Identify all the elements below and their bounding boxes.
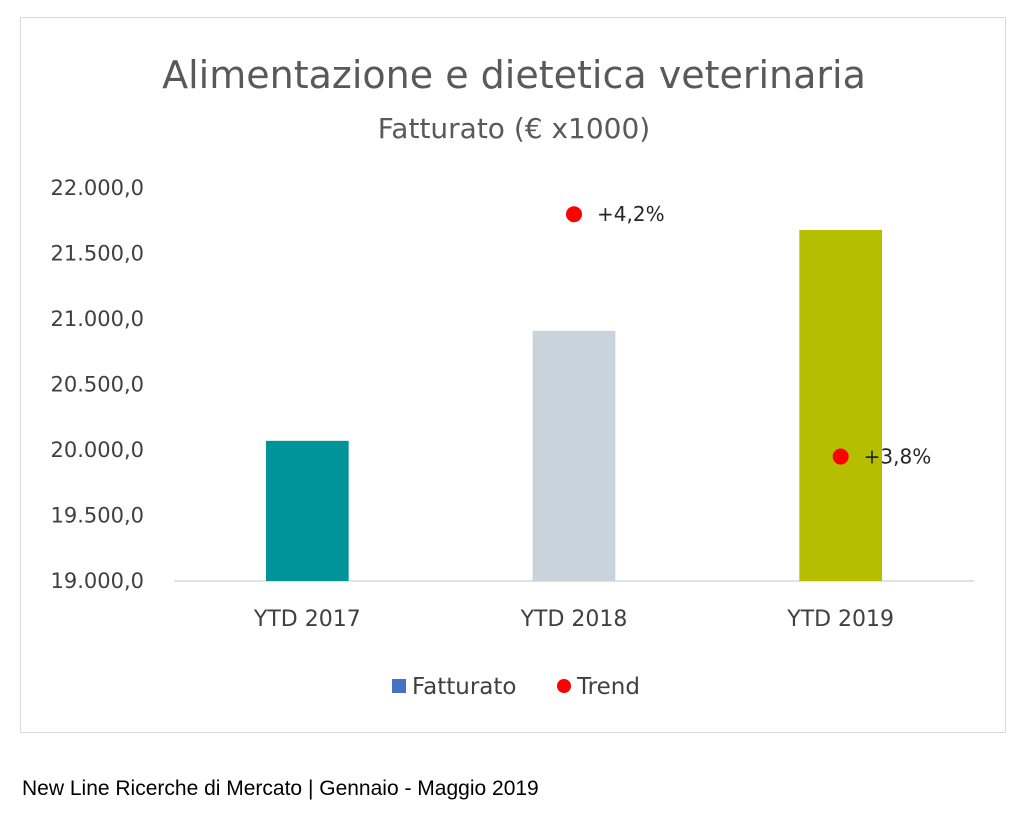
- x-axis-categories: YTD 2017 YTD 2018 YTD 2019: [253, 607, 894, 632]
- y-axis-ticks: 19.000,0 19.500,0 20.000,0 20.500,0 21.000,0…: [50, 176, 144, 593]
- legend-swatch-fatturato: [392, 679, 406, 693]
- chart-title: Alimentazione e dietetica veterinaria: [162, 53, 866, 97]
- legend-label-trend: Trend: [576, 674, 640, 700]
- y-tick-label: 19.000,0: [50, 569, 144, 593]
- legend-swatch-trend: [557, 679, 571, 693]
- y-tick-label: 19.500,0: [50, 504, 144, 528]
- x-category-label: YTD 2018: [520, 607, 628, 632]
- source-caption: New Line Ricerche di Mercato | Gennaio -…: [22, 777, 539, 800]
- y-tick-label: 21.500,0: [50, 242, 144, 266]
- trend-label: +4,2%: [597, 202, 665, 226]
- y-tick-label: 20.000,0: [50, 438, 144, 462]
- bars: [266, 229, 882, 582]
- y-tick-label: 20.500,0: [50, 373, 144, 397]
- y-tick-label: 21.000,0: [50, 307, 144, 331]
- legend-label-fatturato: Fatturato: [412, 674, 516, 700]
- x-category-label: YTD 2019: [786, 607, 894, 632]
- y-tick-label: 22.000,0: [50, 176, 144, 200]
- bar-ytd-2019: [799, 229, 882, 582]
- x-category-label: YTD 2017: [253, 607, 361, 632]
- chart-subtitle: Fatturato (€ x1000): [378, 112, 650, 145]
- chart-svg: Alimentazione e dietetica veterinaria Fa…: [50, 53, 974, 700]
- trend-label: +3,8%: [864, 445, 932, 469]
- trend-point: [832, 448, 849, 465]
- bar-ytd-2018: [532, 330, 616, 581]
- trend-point: [566, 206, 582, 223]
- trend-points: +4,2% +3,8%: [566, 202, 932, 469]
- legend: Fatturato Trend: [392, 674, 640, 700]
- bar-ytd-2017: [266, 440, 349, 581]
- chart-frame: Alimentazione e dietetica veterinaria Fa…: [20, 17, 1006, 733]
